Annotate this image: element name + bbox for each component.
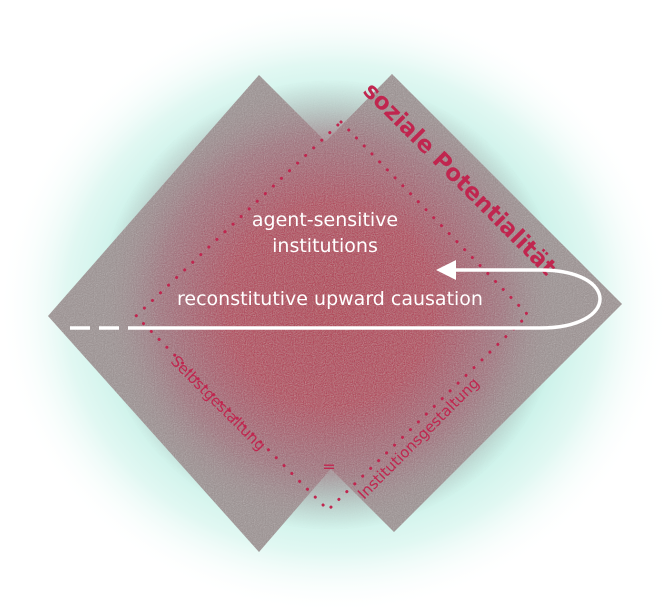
upward-causation-arrow xyxy=(70,260,602,330)
arrow-label: reconstitutive upward causation xyxy=(177,288,483,310)
red-center-glow xyxy=(100,80,560,530)
dotted-inner-diamond xyxy=(133,119,531,513)
arrow-head xyxy=(436,260,456,280)
equals-sign: = xyxy=(322,457,335,476)
inner-label-line1: agent-sensitive xyxy=(252,209,398,231)
inner-label-line2: institutions xyxy=(272,235,378,257)
arrow-loop-path xyxy=(142,268,602,330)
diamond-group xyxy=(48,74,622,552)
